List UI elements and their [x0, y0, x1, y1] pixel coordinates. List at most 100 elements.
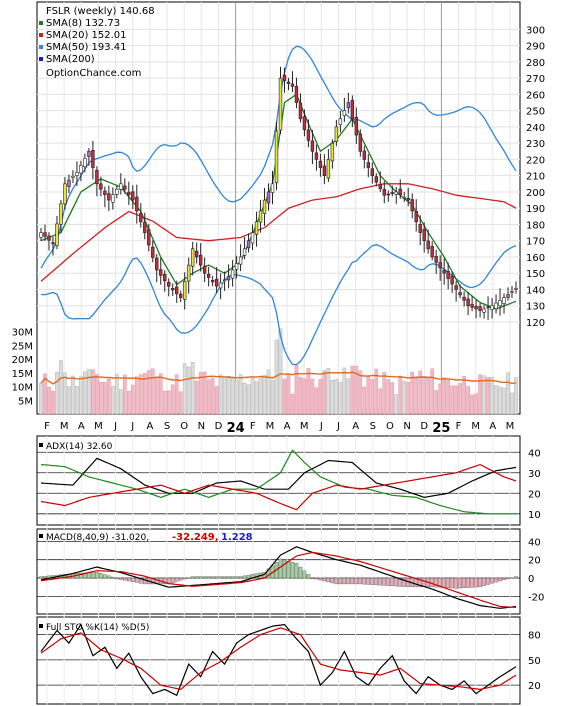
candle-body	[262, 199, 267, 214]
x-axis-label: M	[300, 421, 309, 432]
candle-body	[254, 221, 259, 235]
candle-body	[498, 300, 502, 307]
volume-tick-label: 25M	[12, 341, 33, 352]
candle-body	[506, 294, 510, 298]
volume-tick-label: 5M	[18, 396, 33, 407]
volume-bar	[107, 378, 111, 415]
candle-body	[230, 269, 235, 279]
candle-body	[390, 192, 394, 194]
candle-body	[486, 306, 490, 309]
macd-histogram-bar	[170, 577, 175, 583]
macd-histogram-bar	[210, 576, 215, 579]
candle-body	[274, 130, 279, 183]
x-axis-label: 25	[432, 421, 450, 436]
watermark: OptionChance.com	[46, 68, 141, 79]
adx-panel: 10 20 30 40 ADX(14) 32.60	[36, 435, 541, 526]
indicator-line	[40, 463, 517, 511]
candle-body	[394, 191, 398, 195]
macd-histogram-bar	[502, 577, 506, 581]
macd-histogram-bar	[87, 572, 91, 579]
macd-histogram-bar	[474, 577, 478, 588]
volume-bar	[514, 377, 518, 415]
macd-histogram-bar	[418, 577, 423, 588]
x-axis: F M A M J J A S O N D 24 F M A M J J A S O N D 25 F M A M	[44, 421, 514, 436]
macd-histogram-bar	[162, 577, 167, 585]
volume-bar	[390, 382, 395, 415]
volume-bar	[478, 374, 482, 415]
candle-body	[242, 248, 247, 256]
volume-bar	[158, 373, 163, 415]
candle-body	[143, 221, 147, 233]
candle-body	[302, 116, 307, 130]
macd-histogram-bar	[310, 577, 315, 580]
candle-body	[39, 232, 43, 238]
macd-histogram-bar	[394, 577, 399, 587]
candle-body	[286, 81, 291, 84]
indicator-tick-label: 0	[528, 574, 534, 585]
price-tick-label: 210	[526, 172, 545, 183]
volume-bar	[378, 388, 383, 415]
candle-body	[326, 159, 331, 179]
x-axis-label: S	[164, 421, 170, 432]
candle-body	[294, 86, 299, 103]
macd-histogram-bar	[374, 577, 379, 586]
volume-bar	[334, 379, 339, 415]
volume-bar	[258, 377, 263, 415]
volume-bar	[266, 369, 271, 415]
macd-histogram-bar	[107, 575, 111, 579]
volume-bar	[79, 376, 83, 415]
volume-bar	[310, 378, 315, 415]
volume-bar	[123, 374, 127, 415]
x-axis-label: M	[60, 421, 69, 432]
macd-histogram-bar	[434, 577, 438, 588]
volume-bar	[498, 386, 502, 415]
x-axis-label: A	[284, 421, 291, 432]
macd-histogram-bar	[438, 577, 442, 588]
macd-histogram-bar	[222, 576, 227, 579]
volume-bar	[302, 378, 307, 415]
volume-bar	[438, 383, 442, 415]
indicator-tick-label: 40	[528, 448, 541, 459]
indicator-tick-label: 30	[528, 469, 541, 480]
volume-bar	[358, 370, 363, 415]
sto-label-swatch	[39, 624, 43, 628]
indicator-tick-label: 50	[528, 656, 541, 667]
candle-body	[450, 275, 454, 285]
adx-panel-frame	[36, 435, 521, 526]
volume-bar	[43, 373, 47, 415]
sto-panel: 20 50 80 Full STO %K(14) %D(5)	[36, 616, 541, 706]
volume-bar	[63, 372, 67, 415]
macd-histogram-bar	[354, 577, 359, 585]
legend-sma200: SMA(200)	[46, 54, 95, 65]
candle-body	[470, 304, 474, 308]
chart-title: FSLR (weekly) 140.68	[46, 6, 155, 17]
price-legend: FSLR (weekly) 140.68 SMA(8) 132.73 SMA(2…	[39, 6, 155, 79]
volume-bar	[67, 386, 71, 415]
candle-body	[290, 83, 295, 87]
candle-body	[79, 165, 83, 174]
volume-bar	[71, 375, 75, 415]
sto-panel-frame	[36, 616, 521, 705]
candle-body	[222, 279, 227, 282]
volume-bar	[362, 386, 367, 415]
volume-bar	[186, 366, 191, 415]
candle-body	[318, 160, 323, 168]
sto-lines	[40, 623, 517, 697]
candle-body	[71, 175, 75, 178]
volume-bar	[206, 379, 211, 415]
candle-body	[466, 298, 470, 307]
candle-body	[190, 248, 195, 267]
volume-bar	[51, 391, 55, 415]
indicator-line	[40, 627, 517, 691]
candle-body	[107, 193, 111, 201]
volume-bar	[414, 376, 419, 415]
candle-body	[258, 210, 263, 223]
candle-body	[163, 273, 167, 282]
volume-bar	[422, 376, 426, 415]
volume-bar	[290, 393, 295, 415]
candle-body	[378, 183, 382, 189]
volume-bar	[470, 394, 474, 415]
volume-bar	[47, 386, 51, 415]
volume-bar	[382, 371, 387, 415]
price-tick-label: 190	[526, 204, 545, 215]
